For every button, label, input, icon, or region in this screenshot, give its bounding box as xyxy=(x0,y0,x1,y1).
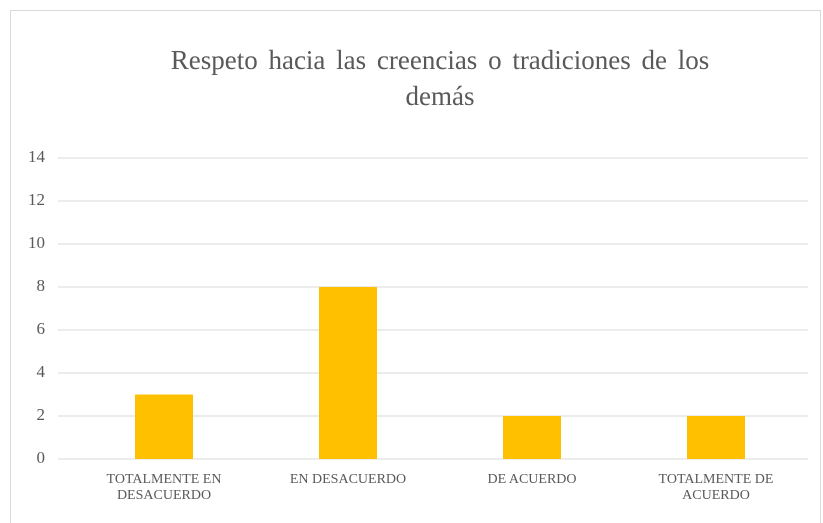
y-tick-label: 14 xyxy=(28,147,46,166)
bar xyxy=(687,416,745,459)
y-tick-label: 4 xyxy=(37,362,46,381)
bar xyxy=(503,416,561,459)
y-tick-label: 2 xyxy=(37,405,46,424)
bar xyxy=(319,287,377,459)
y-tick-label: 0 xyxy=(37,448,46,467)
y-tick-label: 12 xyxy=(28,190,45,209)
bar xyxy=(135,394,193,459)
chart-title: Respeto hacia las creencias o tradicione… xyxy=(170,45,710,111)
x-tick-label: TOTALMENTE DE ACUERDO xyxy=(658,472,774,503)
y-tick-label: 8 xyxy=(37,276,46,295)
chart-border xyxy=(10,10,821,523)
y-tick-label: 6 xyxy=(37,319,46,338)
x-tick-label: EN DESACUERDO xyxy=(289,472,407,487)
x-tick-label: DE ACUERDO xyxy=(487,472,577,487)
y-tick-label: 10 xyxy=(28,233,45,252)
x-tick-label: TOTALMENTE EN DESACUERDO xyxy=(106,472,222,503)
